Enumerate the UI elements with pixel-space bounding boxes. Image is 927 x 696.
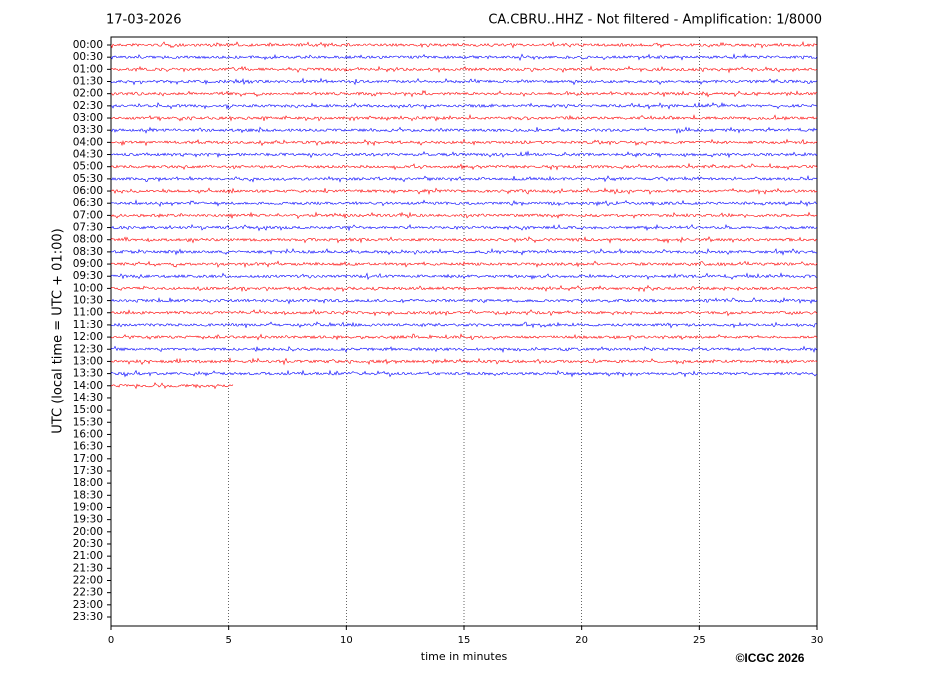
trace	[110, 114, 818, 122]
x-tick-label: 15	[458, 635, 471, 646]
trace	[110, 138, 818, 147]
y-tick-label: 23:30	[73, 611, 103, 623]
y-tick-label: 14:30	[73, 392, 103, 404]
trace	[110, 260, 818, 269]
y-tick-label: 16:00	[73, 428, 103, 440]
y-tick-label: 08:00	[73, 234, 103, 246]
x-axis-label: time in minutes	[421, 650, 508, 663]
y-tick-label: 02:00	[73, 88, 103, 100]
x-tick-label: 10	[340, 635, 353, 646]
trace	[110, 357, 818, 366]
trace	[110, 369, 818, 378]
y-tick-label: 02:30	[73, 100, 103, 112]
x-tick-label: 20	[575, 635, 588, 646]
trace	[110, 272, 818, 281]
trace	[110, 297, 818, 305]
trace	[110, 236, 818, 244]
trace	[110, 308, 818, 317]
y-tick-label: 06:00	[73, 185, 103, 197]
y-tick-label: 21:30	[73, 562, 103, 574]
trace	[110, 89, 818, 98]
trace	[110, 41, 818, 49]
x-tick-label: 25	[693, 635, 706, 646]
trace	[110, 65, 818, 74]
y-tick-label: 21:00	[73, 550, 103, 562]
trace	[110, 211, 818, 220]
y-tick-label: 09:30	[73, 270, 103, 282]
chart-title: 17-03-2026	[106, 13, 182, 28]
trace	[110, 247, 818, 256]
y-tick-label: 22:00	[73, 574, 103, 586]
y-tick-label: 13:00	[73, 355, 103, 367]
chart-subtitle: CA.CBRU..HHZ - Not filtered - Amplificat…	[488, 13, 822, 28]
y-tick-label: 09:00	[73, 258, 103, 270]
trace	[110, 162, 818, 171]
y-tick-label: 03:30	[73, 124, 103, 136]
y-axis-label: UTC (local time = UTC + 01:00)	[51, 228, 66, 433]
y-tick-label: 05:30	[73, 173, 103, 185]
trace	[110, 174, 818, 183]
y-tick-label: 15:00	[73, 404, 103, 416]
y-tick-label: 05:00	[73, 161, 103, 173]
trace	[110, 77, 818, 86]
trace	[110, 223, 818, 232]
y-tick-label: 01:00	[73, 63, 103, 75]
y-tick-label: 04:00	[73, 136, 103, 148]
trace	[110, 345, 818, 354]
credit: ©ICGC 2026	[736, 651, 805, 665]
y-tick-label: 11:00	[73, 307, 103, 319]
y-tick-label: 22:30	[73, 587, 103, 599]
trace	[110, 187, 818, 195]
y-tick-label: 18:00	[73, 477, 103, 489]
x-tick-label: 30	[811, 635, 824, 646]
y-tick-label: 07:30	[73, 222, 103, 234]
y-tick-label: 20:00	[73, 526, 103, 538]
y-tick-label: 00:30	[73, 51, 103, 63]
y-tick-label: 15:30	[73, 416, 103, 428]
y-tick-label: 19:00	[73, 501, 103, 513]
y-tick-label: 18:30	[73, 489, 103, 501]
y-tick-label: 17:30	[73, 465, 103, 477]
y-tick-label: 20:30	[73, 538, 103, 550]
y-tick-label: 04:30	[73, 149, 103, 161]
y-tick-label: 12:30	[73, 343, 103, 355]
y-tick-label: 07:00	[73, 209, 103, 221]
y-tick-label: 10:00	[73, 282, 103, 294]
x-tick-label: 5	[225, 635, 231, 646]
y-tick-label: 17:00	[73, 453, 103, 465]
y-tick-label: 23:00	[73, 599, 103, 611]
trace	[110, 199, 818, 208]
trace	[110, 321, 818, 329]
y-tick-label: 12:00	[73, 331, 103, 343]
y-tick-label: 08:30	[73, 246, 103, 258]
y-tick-label: 11:30	[73, 319, 103, 331]
y-tick-label: 03:00	[73, 112, 103, 124]
trace	[110, 284, 818, 293]
trace	[110, 53, 818, 62]
y-tick-label: 00:00	[73, 39, 103, 51]
y-tick-label: 10:30	[73, 295, 103, 307]
y-tick-label: 14:00	[73, 380, 103, 392]
trace	[110, 333, 818, 342]
trace	[110, 101, 818, 110]
trace	[110, 382, 234, 390]
x-tick-label: 0	[108, 635, 114, 646]
y-tick-label: 16:30	[73, 441, 103, 453]
y-tick-label: 06:30	[73, 197, 103, 209]
y-tick-label: 01:30	[73, 76, 103, 88]
y-tick-label: 19:30	[73, 514, 103, 526]
trace	[110, 150, 818, 159]
trace	[110, 126, 818, 135]
y-tick-label: 13:30	[73, 368, 103, 380]
